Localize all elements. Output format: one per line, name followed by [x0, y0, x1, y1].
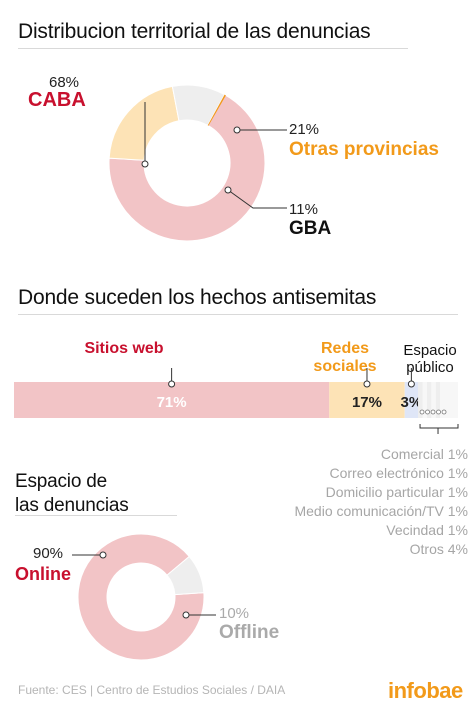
section-2-divider — [18, 314, 458, 315]
bar-segment-redes-sociales — [329, 382, 405, 418]
gba-label: GBA — [289, 218, 332, 239]
donut-slice-online — [77, 533, 205, 660]
breakdown-dot — [436, 409, 441, 415]
espacio-publico-label: Espacio público — [403, 342, 457, 376]
bar-value-label: 3% — [401, 394, 423, 411]
bar-segment-breakdown — [418, 382, 423, 418]
leader-line-gba — [227, 189, 287, 209]
leader-dot-gba — [224, 186, 232, 194]
section-1-title: Distribucion territorial de las denuncia… — [18, 20, 371, 43]
leader-dot-caba — [141, 160, 149, 168]
donut-slice-caba — [108, 93, 266, 242]
breakdown-item: Domicilio particular 1% — [325, 484, 468, 500]
section-1-divider — [18, 48, 408, 49]
breakdown-item: Correo electrónico 1% — [329, 465, 468, 481]
donut-slice-offline — [166, 555, 205, 596]
leader-dot-online — [99, 551, 107, 559]
breakdown-item: Otros 4% — [409, 541, 468, 557]
bar-segment-breakdown — [431, 382, 436, 418]
sitios-web-label: Sitios web — [84, 340, 164, 357]
online-label: Online — [15, 564, 72, 584]
stacked-bar-chart: 71% 17% 3% — [14, 368, 459, 434]
bar-segment-sitios-web — [14, 382, 330, 418]
bar-segment-breakdown — [426, 382, 432, 418]
donut-chart-territorial — [108, 84, 287, 242]
donut-slice-otras-provincias — [108, 85, 180, 161]
bar-value-label: 17% — [352, 394, 382, 411]
bar-segment-breakdown — [435, 382, 441, 418]
offline-percent: 10% — [219, 605, 250, 622]
breakdown-bracket — [419, 424, 459, 429]
breakdown-item: Medio comunicación/TV 1% — [294, 503, 468, 519]
breakdown-dot — [430, 409, 436, 415]
infobae-logo: infobae — [388, 678, 463, 703]
donut-slice-otras-edge — [207, 94, 226, 126]
bar-leader-dot — [168, 380, 176, 388]
online-percent: 90% — [33, 545, 64, 562]
bar-segment-espacio-publico — [404, 382, 419, 418]
caba-label: CABA — [28, 89, 86, 111]
breakdown-item: Comercial 1% — [380, 446, 468, 462]
otras-percent: 21% — [289, 121, 320, 138]
gba-percent: 11% — [289, 201, 318, 218]
breakdown-dot — [419, 409, 425, 415]
bar-segment-breakdown — [422, 382, 427, 418]
otras-label: Otras provincias — [289, 139, 439, 160]
section-3-title-line1: Espacio de — [15, 471, 108, 492]
section-2-title: Donde suceden los hechos antisemitas — [18, 286, 377, 309]
leader-dot-offline — [182, 611, 190, 619]
offline-label: Offline — [219, 622, 280, 643]
breakdown-dot — [441, 409, 447, 415]
redes-sociales-label: Redes sociales — [313, 340, 377, 375]
bar-value-label: 71% — [157, 394, 187, 411]
section-3-divider — [15, 515, 177, 516]
bar-leader-dot — [407, 380, 415, 388]
bar-segment-breakdown — [440, 382, 458, 418]
breakdown-item: Vecindad 1% — [386, 522, 468, 538]
source-note: Fuente: CES | Centro de Estudios Sociale… — [18, 683, 286, 697]
donut-chart-espacio — [72, 533, 216, 660]
leader-dot-otras — [233, 126, 241, 134]
caba-percent: 68% — [49, 74, 80, 91]
breakdown-dot — [425, 409, 430, 415]
section-3-title-line2: las denuncias — [15, 495, 129, 516]
bar-leader-dot — [363, 380, 371, 388]
